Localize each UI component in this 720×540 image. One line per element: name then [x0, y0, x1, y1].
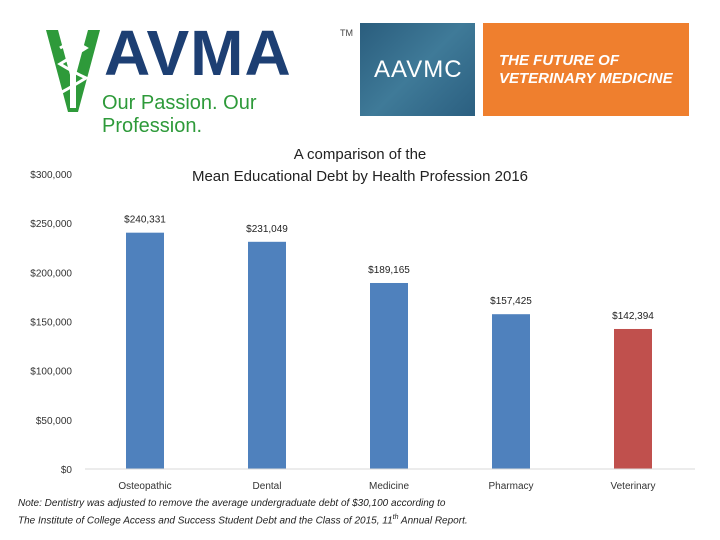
chart-title-line-1: A comparison of the	[294, 146, 427, 163]
footnote-line-2-end: Annual Report.	[398, 515, 468, 527]
data-label-veterinary: $142,394	[612, 311, 654, 322]
chart-title-line-2: Mean Educational Debt by Health Professi…	[192, 168, 528, 185]
y-tick-label: $150,000	[30, 318, 72, 329]
x-axis: Osteopathic Dental Medicine Pharmacy Veterin…	[85, 468, 695, 492]
aavmc-wordmark: AAVMC	[374, 56, 463, 83]
x-tick-label-osteopathic: Osteopathic	[118, 481, 171, 492]
y-tick-label: $100,000	[30, 367, 72, 378]
bar-medicine	[370, 282, 408, 469]
y-tick-label: $50,000	[36, 416, 73, 427]
avma-tagline: Our Passion. Our Profession.	[102, 92, 257, 137]
y-tick-label: $300,000	[30, 170, 72, 181]
bar-osteopathic	[126, 232, 164, 469]
future-logo-line-2: VETERINARY MEDICINE	[499, 70, 673, 87]
footnote: Note: Dentistry was adjusted to remove t…	[18, 497, 468, 528]
future-of-veterinary-medicine-logo: THE FUTURE OF VETERINARY MEDICINE	[483, 23, 689, 116]
y-tick-label: $200,000	[30, 268, 72, 279]
footnote-line-2-text: The Institute of College Access and Succ…	[18, 515, 393, 527]
x-tick-label-dental: Dental	[253, 481, 282, 492]
debt-bar-chart: A comparison of the Mean Educational Deb…	[30, 146, 695, 492]
x-tick-label-veterinary: Veterinary	[610, 481, 655, 492]
y-tick-label: $0	[61, 465, 73, 476]
x-tick-label-medicine: Medicine	[369, 481, 409, 492]
avma-logo: AVMA TM Our Passion. Our Profession.	[44, 17, 354, 137]
caduceus-icon	[46, 30, 100, 112]
footnote-superscript: th	[392, 514, 399, 521]
future-logo-line-1: THE FUTURE OF	[499, 52, 619, 69]
bar-pharmacy	[492, 314, 530, 469]
logo-bar: AVMA TM Our Passion. Our Profession. AAV…	[0, 0, 720, 137]
y-tick-label: $250,000	[30, 219, 72, 230]
y-axis: $0 $50,000 $100,000 $150,000 $200,000 $250,00…	[30, 170, 72, 476]
bar-dental	[248, 241, 286, 469]
data-label-pharmacy: $157,425	[490, 296, 532, 307]
aavmc-logo: AAVMC	[360, 23, 475, 116]
footnote-line-2: The Institute of College Access and Succ…	[18, 511, 468, 528]
avma-wordmark: AVMA	[104, 17, 292, 89]
avma-trademark: TM	[340, 28, 353, 38]
x-tick-label-pharmacy: Pharmacy	[488, 481, 533, 492]
bars: $240,331 $231,049 $189,165 $157,425 $142,394	[124, 215, 654, 469]
footnote-line-1: Note: Dentistry was adjusted to remove t…	[18, 498, 446, 509]
data-label-osteopathic: $240,331	[124, 215, 166, 226]
data-label-medicine: $189,165	[368, 265, 410, 276]
data-label-dental: $231,049	[246, 224, 288, 235]
bar-veterinary	[614, 328, 652, 469]
